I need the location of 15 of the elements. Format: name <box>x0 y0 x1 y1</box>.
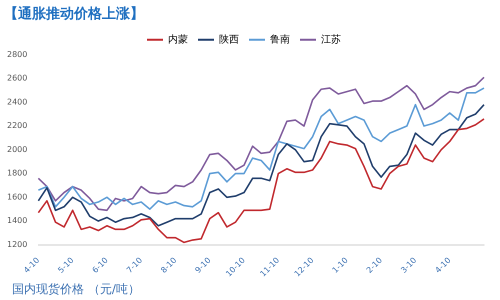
chart-title: 【通胀推动价格上涨】 <box>4 5 144 22</box>
y-tick-label: 1600 <box>7 192 28 202</box>
legend-label: 鲁南 <box>270 33 290 46</box>
y-tick-label: 2600 <box>7 74 28 83</box>
legend-label: 内蒙 <box>168 33 188 46</box>
y-tick-label: 1200 <box>7 240 28 249</box>
y-tick-label: 2800 <box>7 50 28 59</box>
text: 国内现货价格 （元/吨） <box>12 282 140 296</box>
legend-label: 江苏 <box>321 33 341 46</box>
y-tick-label: 1400 <box>7 216 28 226</box>
y-tick-label: 2000 <box>7 144 28 154</box>
y-tick-label: 2400 <box>7 97 28 106</box>
y-tick-label: 2200 <box>7 121 28 130</box>
legend-label: 陕西 <box>219 33 239 46</box>
y-tick-label: 1800 <box>7 168 28 178</box>
